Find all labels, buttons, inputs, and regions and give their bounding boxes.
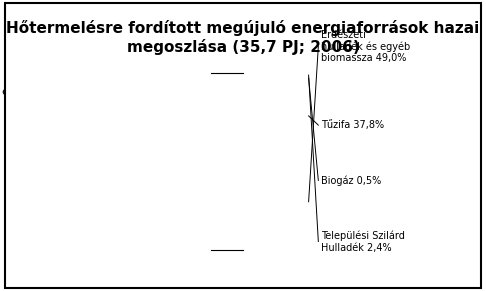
Text: Tűzifa 37,8%: Tűzifa 37,8% — [321, 120, 384, 130]
Text: Erdészeti
hulladék és egyéb
biomassza 49,0%: Erdészeti hulladék és egyéb biomassza 49… — [321, 30, 410, 63]
Text: Geotermikus
energia 10,1%: Geotermikus energia 10,1% — [2, 75, 83, 114]
Bar — [249, 76, 300, 81]
Bar — [249, 82, 300, 155]
Text: Települési Szilárd
Hulladék 2,4%: Települési Szilárd Hulladék 2,4% — [321, 230, 405, 253]
Text: Biomassza 89,7%: Biomassza 89,7% — [88, 162, 197, 173]
Wedge shape — [125, 68, 126, 158]
Wedge shape — [35, 72, 217, 254]
Bar — [249, 155, 300, 250]
Text: Napenergia 0,2%: Napenergia 0,2% — [25, 235, 122, 252]
Text: Hőtermelésre fordított megújuló energiaforrások hazai
megoszlása (35,7 PJ; 2006): Hőtermelésre fordított megújuló energiaf… — [6, 20, 480, 55]
Wedge shape — [70, 68, 125, 159]
Bar — [249, 81, 300, 82]
Text: Biogáz 0,5%: Biogáz 0,5% — [321, 175, 381, 186]
